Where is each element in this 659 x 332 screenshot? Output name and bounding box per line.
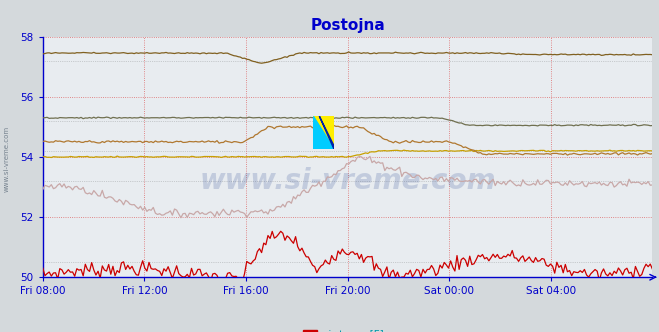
Title: Postojna: Postojna: [310, 18, 385, 33]
Polygon shape: [313, 116, 334, 149]
Polygon shape: [313, 116, 334, 149]
Text: www.si-vreme.com: www.si-vreme.com: [200, 167, 496, 195]
Polygon shape: [320, 116, 334, 149]
Text: www.si-vreme.com: www.si-vreme.com: [3, 126, 10, 193]
Legend: air temp.[F], soil temp. 5cm / 2in[F], soil temp. 10cm / 4in[F], soil temp. 20cm: air temp.[F], soil temp. 5cm / 2in[F], s…: [299, 326, 457, 332]
